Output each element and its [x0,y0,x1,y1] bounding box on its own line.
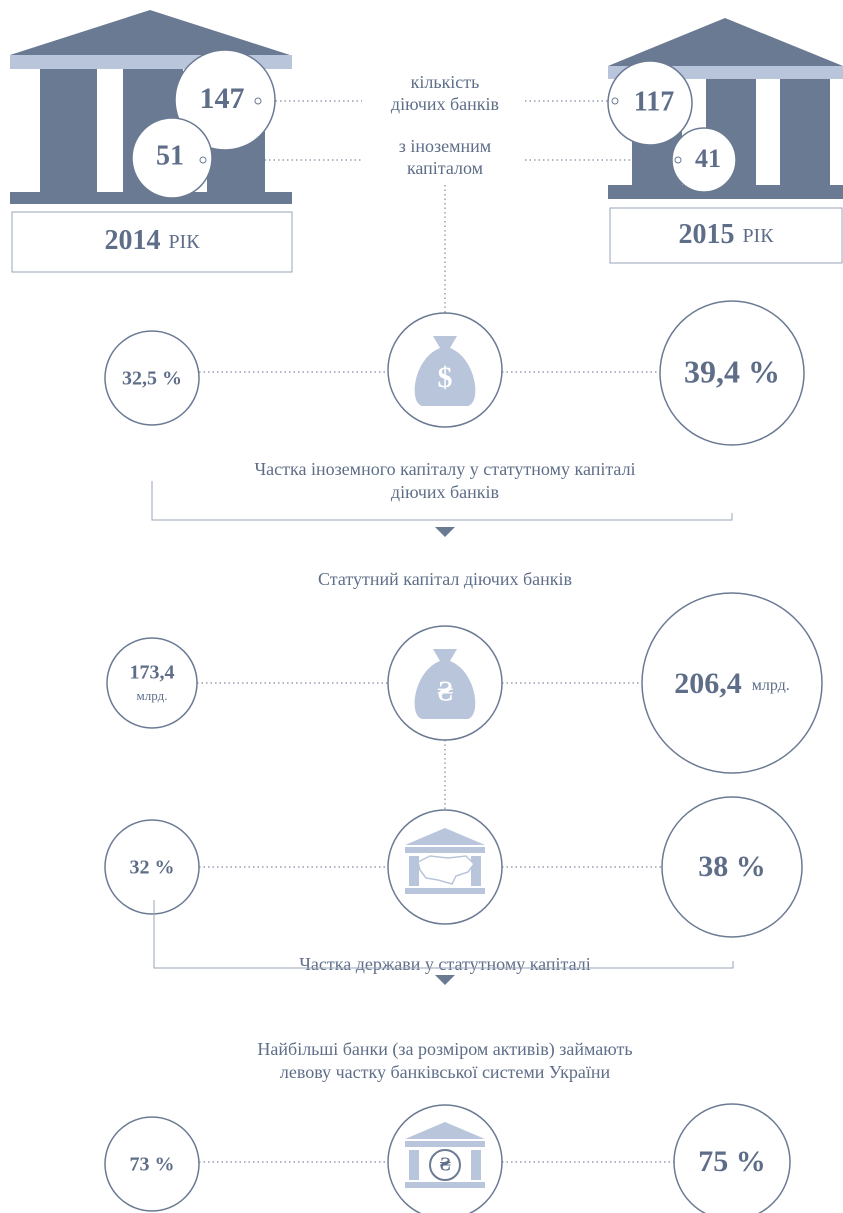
foreign-circle [131,117,213,199]
icon-base [405,1182,485,1188]
value-circle [661,796,803,938]
year: 2014 [104,225,160,256]
icon-column [471,856,481,886]
icon-column [409,856,419,886]
money-bag [414,649,476,719]
unit: млрд. [752,677,790,694]
roof [608,18,843,66]
base [10,192,292,204]
base [608,185,843,199]
label: капіталом [407,158,483,178]
year-box [609,207,843,264]
foreign-count: 41 [695,144,721,173]
caption: Найбільші банки (за розміром активів) за… [257,1039,632,1060]
arrow [435,527,455,537]
value-circle [106,637,198,729]
bank-map-icon [405,828,485,894]
value-circle [104,330,200,426]
column [40,69,97,195]
label: кількість [411,72,480,92]
year: 2015 [678,219,734,250]
caption: Частка іноземного капіталу у статутному … [254,459,635,479]
year-suffix: РІК [168,231,200,253]
icon-symbol: ₴ [439,1154,451,1176]
value-circle [659,300,805,446]
bank-coin-icon [405,1122,485,1188]
label: діючих банків [391,94,499,114]
value: 39,4 % [684,353,780,389]
caption: Частка держави у статутному капіталі [299,954,591,974]
bank-2014: 2014 РІК 147 51 [10,10,293,273]
total-count: 147 [200,82,245,115]
icon-symbol: $ [438,361,453,394]
unit: млрд. [137,688,168,703]
value: 75 % [698,1145,766,1178]
bracket [153,900,734,969]
caption: діючих банків [391,482,499,502]
icon-roof [405,828,485,845]
value: 38 % [698,850,766,883]
total-circle [607,60,693,146]
column [780,79,830,187]
value-circle [673,1103,791,1213]
total-circle [174,49,276,151]
arrow [435,975,455,985]
foreign-count: 51 [156,140,184,171]
value: 32,5 % [122,368,182,390]
icon-column [409,1150,419,1180]
value: 206,4 [674,667,742,700]
value-circle [104,1116,200,1212]
dot-marker [199,156,207,164]
icon-base [405,888,485,894]
icon-band [405,1141,485,1147]
coin [429,1149,461,1181]
value: 73 % [130,1154,175,1176]
year-suffix: РІК [742,225,774,247]
map-outline [417,855,475,885]
dot-marker [611,97,619,105]
icon-symbol: ₴ [437,676,453,707]
dot-marker [254,97,262,105]
year-box [11,211,293,273]
value: 173,4 [130,662,175,684]
value-circle [104,819,200,915]
bracket [151,481,733,521]
caption: Статутний капітал діючих банків [318,569,572,589]
year-label: 2015 РІК [678,219,774,250]
value-circle [641,592,823,774]
label: з іноземним [399,136,491,156]
icon-band [405,847,485,853]
caption: левову частку банківської системи Україн… [280,1062,611,1082]
roof [10,10,290,55]
bank-2015: 2015 РІК 117 41 [607,18,843,264]
icon-roof [405,1122,485,1139]
foreign-circle [671,127,737,193]
total-count: 117 [634,86,674,117]
icon-column [471,1150,481,1180]
year-label: 2014 РІК [104,225,200,256]
value: 32 % [130,857,175,879]
money-bag [414,336,476,406]
value-label: 206,4 млрд. [674,667,790,700]
dot-marker [674,156,682,164]
